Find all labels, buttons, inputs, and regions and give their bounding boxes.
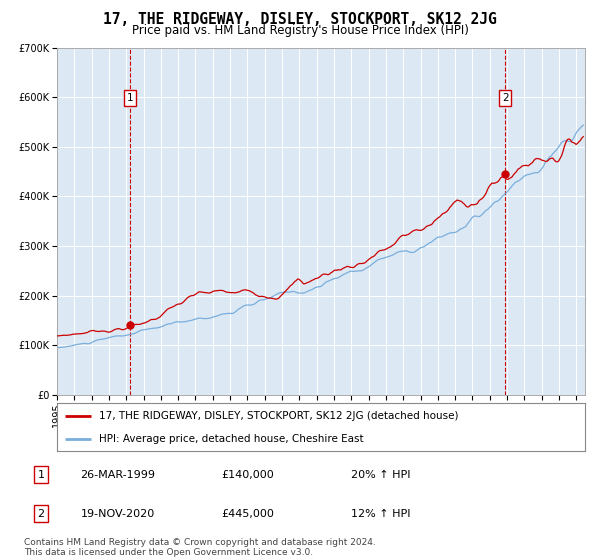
Text: 2: 2 (502, 93, 509, 103)
Text: 17, THE RIDGEWAY, DISLEY, STOCKPORT, SK12 2JG (detached house): 17, THE RIDGEWAY, DISLEY, STOCKPORT, SK1… (99, 411, 459, 421)
Text: 12% ↑ HPI: 12% ↑ HPI (351, 509, 410, 519)
Text: Contains HM Land Registry data © Crown copyright and database right 2024.
This d: Contains HM Land Registry data © Crown c… (24, 538, 376, 557)
Text: Price paid vs. HM Land Registry's House Price Index (HPI): Price paid vs. HM Land Registry's House … (131, 24, 469, 37)
Text: £140,000: £140,000 (221, 470, 274, 479)
Text: 19-NOV-2020: 19-NOV-2020 (80, 509, 155, 519)
Text: £445,000: £445,000 (221, 509, 274, 519)
Text: 1: 1 (127, 93, 134, 103)
Text: 17, THE RIDGEWAY, DISLEY, STOCKPORT, SK12 2JG: 17, THE RIDGEWAY, DISLEY, STOCKPORT, SK1… (103, 12, 497, 27)
Text: 2: 2 (37, 509, 44, 519)
Text: 20% ↑ HPI: 20% ↑ HPI (351, 470, 410, 479)
Text: 1: 1 (37, 470, 44, 479)
Text: HPI: Average price, detached house, Cheshire East: HPI: Average price, detached house, Ches… (99, 434, 364, 444)
Text: 26-MAR-1999: 26-MAR-1999 (80, 470, 155, 479)
